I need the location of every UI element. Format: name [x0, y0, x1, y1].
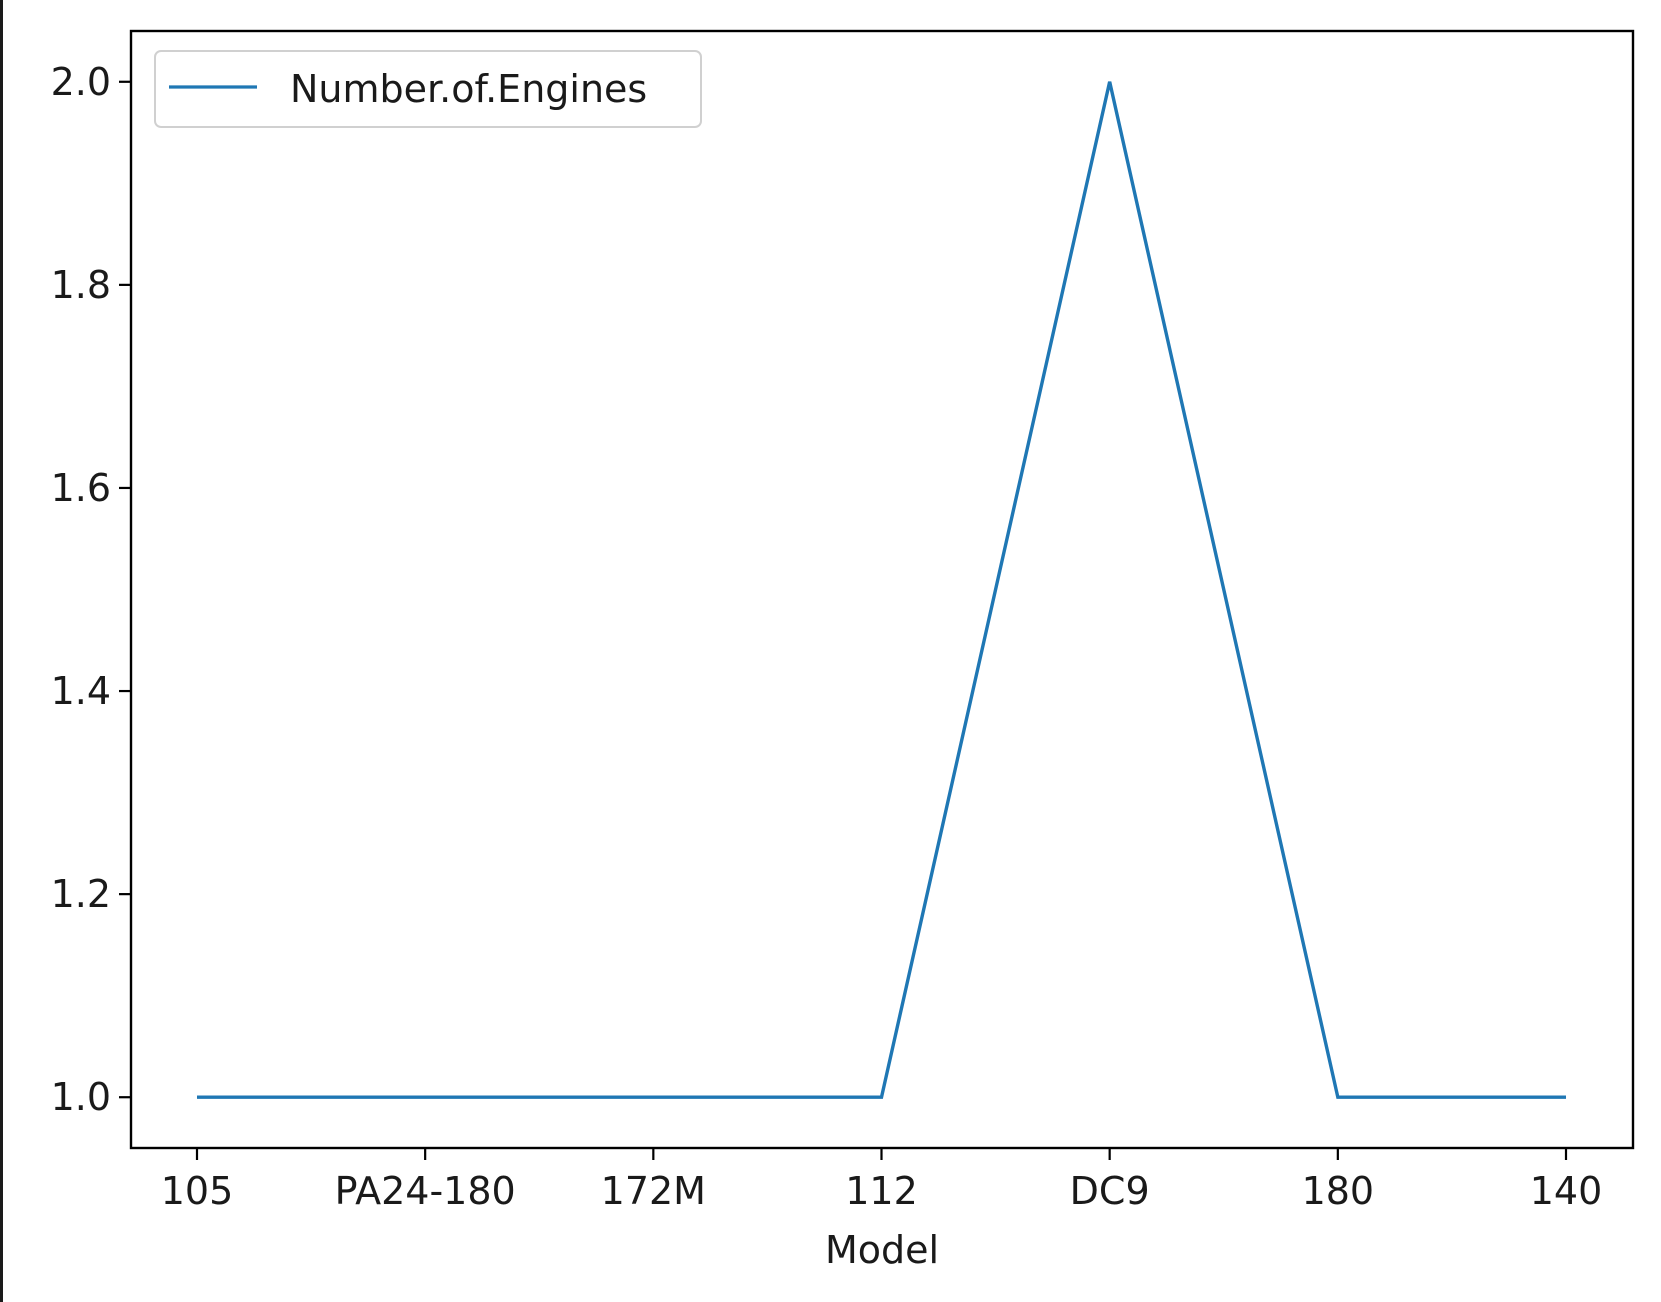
- x-axis-label: Model: [825, 1228, 939, 1272]
- series-group: [196, 81, 1567, 1099]
- y-tick-label: 1.8: [51, 263, 111, 307]
- x-tick-label: 112: [845, 1169, 918, 1213]
- x-tick-label: 172M: [601, 1169, 706, 1213]
- x-axis-ticks: 105 PA24-180 172M 112 DC9 180 140: [161, 1148, 1603, 1213]
- legend-label-number-of-engines: Number.of.Engines: [290, 67, 647, 111]
- y-axis-ticks: 1.0 1.2 1.4 1.6 1.8 2.0: [51, 60, 131, 1119]
- plot-frame: [129, 29, 1635, 1150]
- x-tick-label: DC9: [1070, 1169, 1150, 1213]
- y-tick-label: 1.6: [51, 466, 111, 510]
- line-chart: 1.0 1.2 1.4 1.6 1.8 2.0 105 PA24-180 172M 112 DC9…: [3, 0, 1661, 1302]
- chart-figure: 1.0 1.2 1.4 1.6 1.8 2.0 105 PA24-180 172M 112 DC9…: [3, 0, 1661, 1302]
- y-tick-label: 1.0: [51, 1075, 111, 1119]
- figure-background: [3, 0, 1661, 1302]
- x-tick-label: 180: [1302, 1169, 1375, 1213]
- legend-box: [154, 50, 702, 128]
- x-tick-label: 140: [1530, 1169, 1603, 1213]
- legend: Number.of.Engines: [154, 50, 702, 128]
- x-tick-label: PA24-180: [335, 1169, 516, 1213]
- y-tick-label: 2.0: [51, 60, 111, 104]
- y-tick-label: 1.4: [51, 669, 111, 713]
- x-tick-label: 105: [161, 1169, 234, 1213]
- y-tick-label: 1.2: [51, 872, 111, 916]
